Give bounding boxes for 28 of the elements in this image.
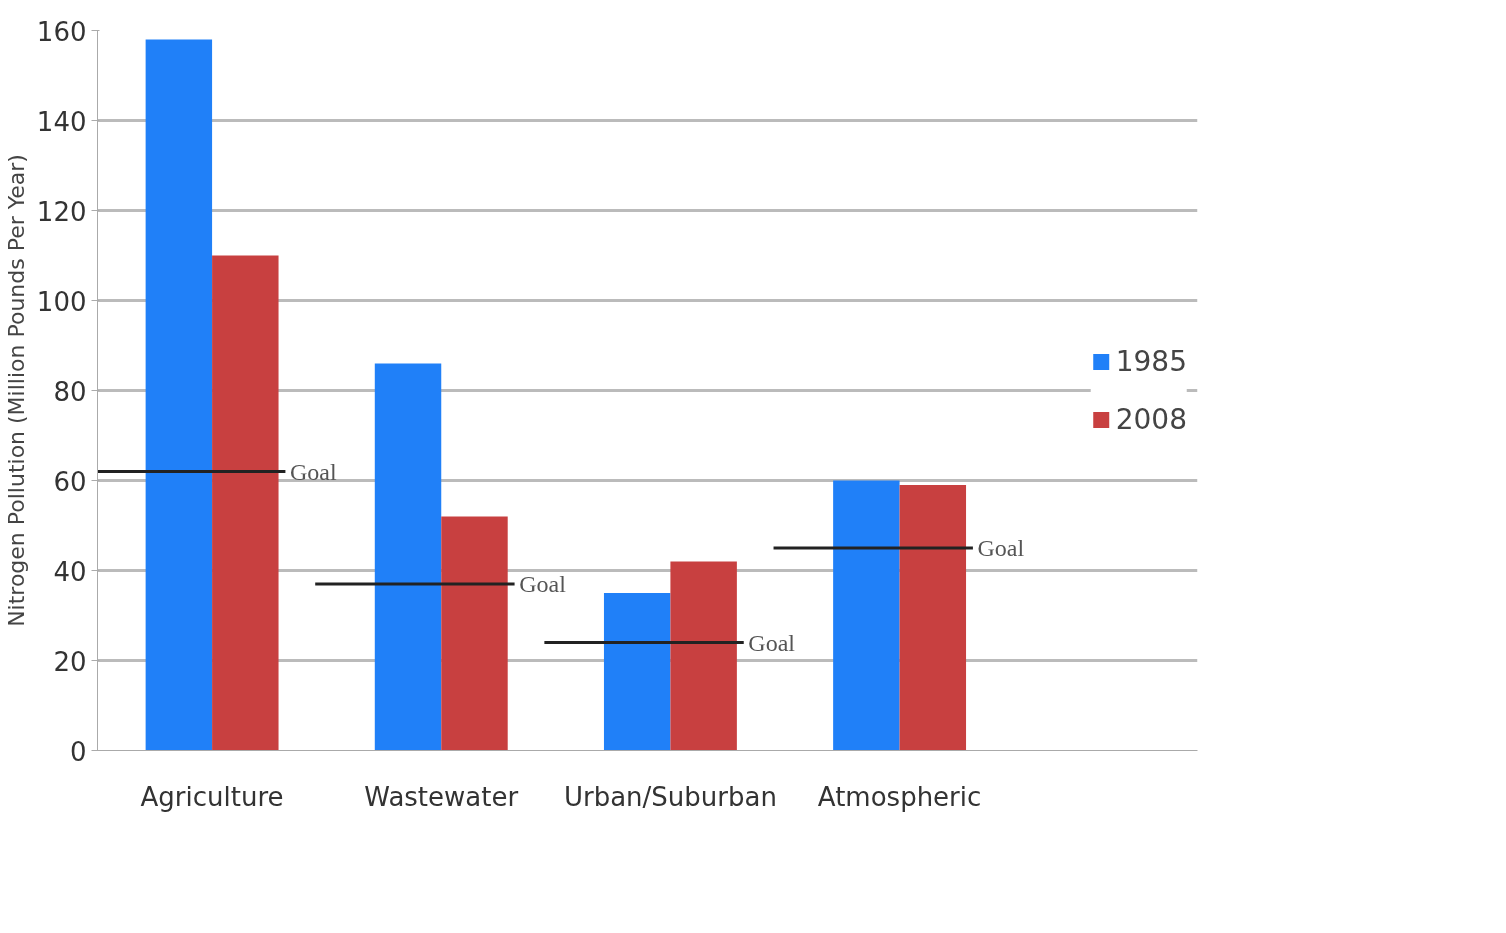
y-tick-label: 0	[69, 736, 87, 767]
ref-line-label: Goal	[748, 629, 796, 656]
bar	[603, 593, 671, 751]
y-tick-label: 100	[36, 286, 87, 317]
bar	[899, 485, 967, 751]
ref-line-label: Goal	[519, 571, 567, 597]
x-tick-label: Agriculture	[140, 781, 284, 812]
x-tick-label: Atmospheric	[817, 781, 982, 812]
bar	[670, 561, 737, 751]
bar	[441, 516, 508, 751]
x-tick-label: Urban/Suburban	[563, 781, 777, 812]
y-tick-label: 140	[36, 106, 87, 137]
x-tick-label: Wastewater	[364, 781, 519, 812]
legend-label: 2008	[1115, 402, 1187, 436]
ref-line-label: Goal	[977, 535, 1025, 561]
bar	[212, 255, 279, 751]
y-tick-label: 20	[53, 646, 87, 677]
ref-line-label: Goal	[290, 458, 337, 485]
bar	[145, 39, 213, 751]
y-tick-label: 120	[36, 196, 87, 227]
y-tick-label: 160	[36, 16, 87, 47]
y-tick-label: 60	[53, 466, 87, 497]
bar	[374, 363, 442, 751]
legend-label: 1985	[1115, 344, 1187, 378]
y-axis-title: Nitrogen Pollution (Million Pounds Per Year)	[3, 154, 29, 627]
y-tick-label: 80	[53, 376, 87, 407]
bar	[833, 480, 900, 751]
y-tick-label: 40	[53, 556, 87, 587]
